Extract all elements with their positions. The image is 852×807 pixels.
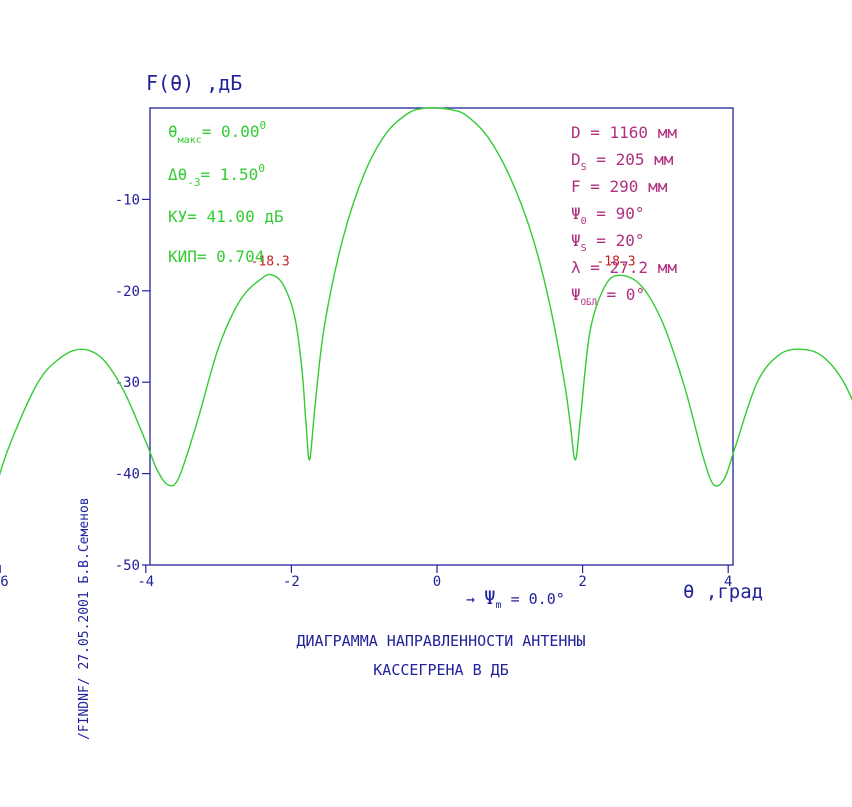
title-line-2: КАССЕГРЕНА В ДБ: [373, 661, 508, 679]
y-axis-label: F(θ) ,дБ: [146, 71, 242, 95]
y-tick-label: -20: [115, 284, 140, 300]
x-tick-label: 2: [578, 574, 586, 590]
param-psiS: ΨS = 20°: [571, 231, 644, 254]
sidelobe-annotations: -18.3 -18.3: [251, 254, 636, 269]
x-tick-label: 4: [724, 574, 732, 590]
phi-note: → Ψm = 0.0°: [466, 587, 565, 611]
ku-stat: КУ= 41.00 дБ: [168, 207, 284, 226]
x-tick-label: -4: [137, 574, 154, 590]
title-line-1: ДИАГРАММА НАПРАВЛЕННОСТИ АНТЕННЫ: [297, 632, 586, 650]
pattern-curve: [0, 107, 852, 487]
pattern-line: [0, 107, 852, 487]
param-psi0: Ψ0 = 90°: [571, 204, 644, 227]
sidelobe-label: -18.3: [596, 254, 635, 269]
params-block: D = 1160 мм DS = 205 мм F = 290 мм Ψ0 = …: [571, 123, 677, 308]
param-D: D = 1160 мм: [571, 123, 677, 142]
x-tick-label: -2: [283, 574, 300, 590]
param-psi-obl: ΨОБЛ = 0°: [571, 285, 645, 308]
y-tick-label: -30: [115, 375, 140, 391]
y-tick-label: -40: [115, 467, 140, 483]
side-caption: /FINDNF/ 27.05.2001 Б.В.Семенов: [77, 497, 92, 740]
theta-max-stat: θмакс= 0.000: [168, 119, 266, 146]
param-lambda: λ = 27.2 мм: [571, 258, 677, 277]
x-tick-label: -6: [0, 574, 9, 590]
y-tick-label: -50: [115, 558, 140, 574]
stats-block: θмакс= 0.000 Δθ-3= 1.500 КУ= 41.00 дБ КИ…: [168, 119, 284, 266]
param-F: F = 290 мм: [571, 177, 668, 196]
delta-theta-stat: Δθ-3= 1.500: [168, 162, 265, 189]
sidelobe-label: -18.3: [251, 254, 290, 269]
y-tick-label: -10: [115, 192, 140, 208]
kip-stat: КИП= 0.704: [168, 247, 264, 266]
x-ticks: -8-6-4-20246: [0, 565, 732, 590]
x-tick-label: 0: [433, 574, 441, 590]
x-axis-label: θ ,град: [683, 581, 763, 603]
y-ticks: -10 -20 -30 -40 -50: [115, 192, 150, 574]
param-Ds: DS = 205 мм: [571, 150, 674, 173]
